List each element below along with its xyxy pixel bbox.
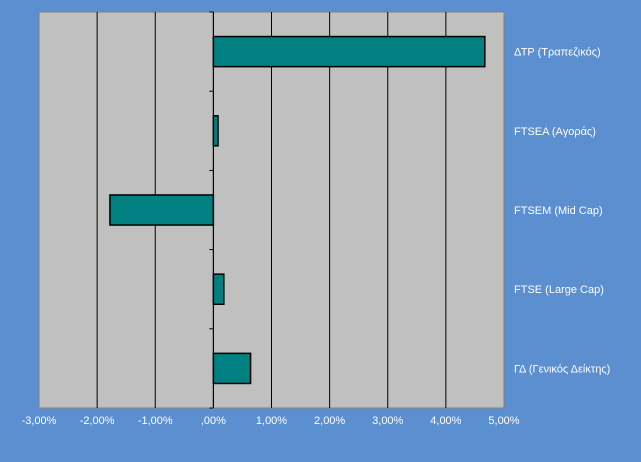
bar-0: [212, 35, 486, 68]
x-tick-label-7: 4,00%: [430, 415, 461, 427]
grid-lines: [96, 12, 447, 408]
category-labels: ΔΤΡ (Τραπεζικός) FTSEA (Αγοράς) FTSEM (Mid…: [514, 47, 610, 376]
bar-1: [212, 115, 219, 147]
category-label-1: FTSEA (Αγοράς): [514, 126, 596, 138]
x-tick-label-5: 2,00%: [314, 415, 345, 427]
x-tick-label-3: ,00%: [201, 415, 226, 427]
x-tick-label-2: -1,00%: [138, 415, 173, 427]
bar-3: [212, 273, 225, 305]
bar-2: [109, 194, 215, 226]
x-tick-label-8: 5,00%: [488, 415, 519, 427]
category-label-3: FTSE (Large Cap): [514, 284, 604, 296]
x-tick-label-1: -2,00%: [80, 415, 115, 427]
x-tick-labels: -3,00% -2,00% -1,00% ,00% 1,00% 2,00% 3,00% 4,0…: [22, 415, 520, 427]
bar-4: [212, 352, 252, 385]
category-label-4: ΓΔ (Γενικός Δείκτης): [514, 363, 610, 375]
category-label-2: FTSEM (Mid Cap): [514, 205, 603, 217]
axis: [209, 11, 214, 409]
bars: [109, 35, 486, 385]
x-tick-label-4: 1,00%: [256, 415, 287, 427]
x-tick-label-0: -3,00%: [22, 415, 57, 427]
x-tick-label-6: 3,00%: [372, 415, 403, 427]
category-label-0: ΔΤΡ (Τραπεζικός): [514, 47, 601, 59]
